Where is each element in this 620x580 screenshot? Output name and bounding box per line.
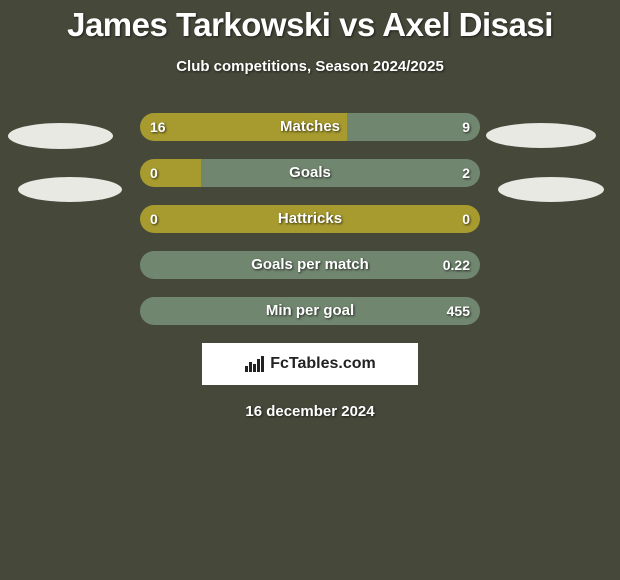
photo-placeholder	[498, 177, 604, 202]
photo-placeholder	[18, 177, 122, 202]
brand-footer: FcTables.com	[202, 343, 418, 385]
bars-icon	[244, 354, 266, 374]
page-title: James Tarkowski vs Axel Disasi	[0, 0, 620, 44]
bar-right	[140, 297, 480, 325]
stat-row: Min per goal455	[0, 297, 620, 325]
bar-left	[140, 113, 347, 141]
bar-track	[140, 251, 480, 279]
date-label: 16 december 2024	[0, 403, 620, 420]
stat-row: Hattricks00	[0, 205, 620, 233]
bar-track	[140, 159, 480, 187]
bar-right	[140, 251, 480, 279]
brand-text: FcTables.com	[270, 355, 376, 373]
photo-placeholder	[486, 123, 596, 148]
bar-track	[140, 297, 480, 325]
bar-left	[140, 205, 480, 233]
stat-value-right: 0	[462, 205, 470, 233]
bar-track	[140, 113, 480, 141]
stat-value-left: 0	[150, 205, 158, 233]
stat-value-left: 16	[150, 113, 166, 141]
bar-track	[140, 205, 480, 233]
stat-row: Goals per match0.22	[0, 251, 620, 279]
stat-value-right: 455	[447, 297, 470, 325]
bar-right	[201, 159, 480, 187]
stat-value-left: 0	[150, 159, 158, 187]
stat-value-right: 0.22	[443, 251, 470, 279]
photo-placeholder	[8, 123, 113, 149]
stat-value-right: 2	[462, 159, 470, 187]
stat-value-right: 9	[462, 113, 470, 141]
subtitle: Club competitions, Season 2024/2025	[0, 58, 620, 75]
bar-right	[347, 113, 480, 141]
